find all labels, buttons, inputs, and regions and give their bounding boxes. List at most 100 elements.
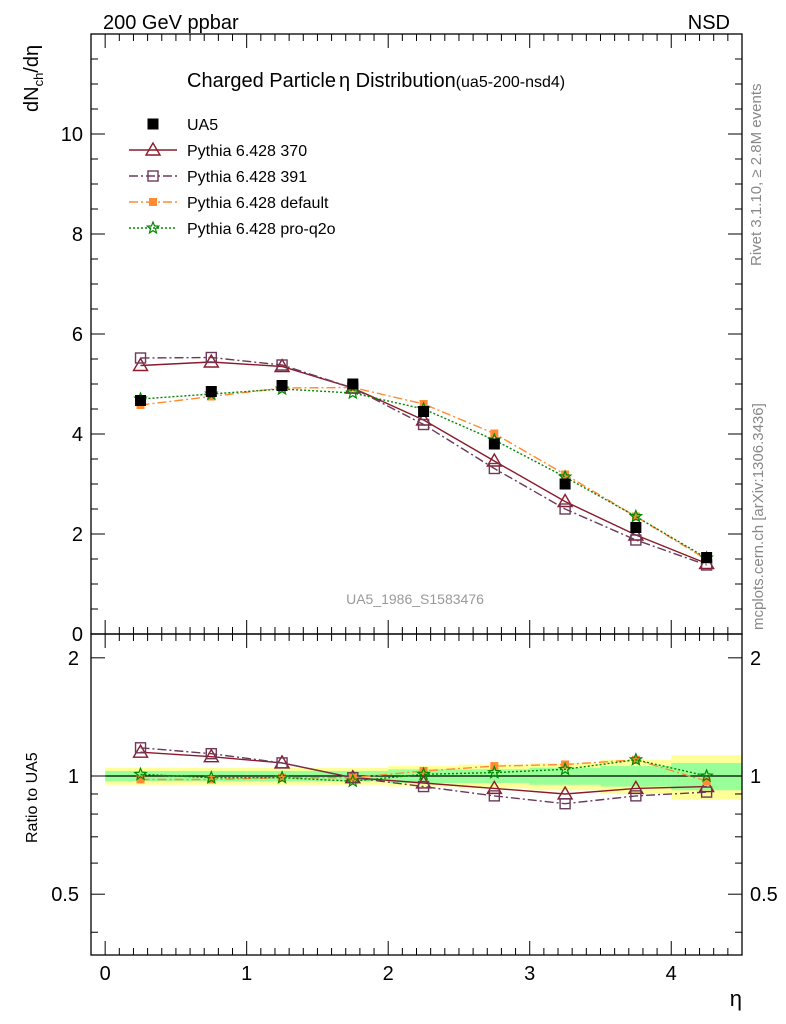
ratio-point-p391	[417, 780, 430, 793]
data-point-data	[205, 386, 217, 397]
data-point-data	[701, 552, 713, 563]
x-axis-label: η	[730, 986, 742, 1011]
data-point-p391	[559, 503, 571, 515]
ratio-point-p391	[700, 786, 713, 798]
y-tick-label-bottom-left: 1	[68, 766, 79, 788]
ratio-point-pq2o	[416, 766, 431, 781]
y-tick-label-bottom-left: 0.5	[51, 884, 79, 906]
y-tick-label-bottom-right: 2	[750, 648, 761, 670]
legend-label-pdefault: Pythia 6.428 default	[187, 195, 329, 212]
ratio-point-pdefault	[136, 775, 145, 784]
ratio-point-p370	[486, 779, 503, 795]
ratio-point-p391	[276, 757, 288, 769]
ratio-line-pq2o	[140, 759, 707, 782]
process-label: NSD	[688, 12, 730, 34]
ratio-point-pq2o	[274, 770, 290, 784]
ratio-panel: 0.5 0.5 1 1 2 2 0 1 2 3 4	[51, 633, 778, 985]
y-tick-label-bottom-right: 0.5	[750, 884, 778, 906]
data-point-p391	[630, 534, 642, 546]
y-tick-label-top: 0	[72, 624, 83, 646]
y-tick-label-bottom-right: 1	[750, 766, 761, 788]
data-point-data	[559, 478, 571, 490]
chart-title: Charged Particle η Distribution(ua5-200-n…	[187, 70, 565, 92]
ratio-point-pq2o	[487, 764, 502, 779]
ratio-point-p370	[132, 743, 149, 758]
ratio-point-p391	[134, 742, 147, 754]
data-point-p391	[276, 359, 288, 371]
y-tick-label-top: 10	[61, 124, 83, 146]
ratio-point-pq2o	[345, 773, 361, 788]
data-point-p391	[417, 418, 430, 431]
data-point-p391	[488, 462, 501, 475]
legend-marker-data	[147, 118, 159, 130]
series-line-p391	[140, 356, 707, 566]
ratio-point-pdefault	[348, 773, 357, 782]
data-point-data	[418, 406, 430, 417]
legend-label-pq2o: Pythia 6.428 pro-q2o	[187, 221, 336, 238]
ratio-point-pdefault	[702, 777, 711, 786]
legend-item-data: UA5	[147, 117, 218, 134]
data-point-p370	[627, 526, 645, 541]
ratio-point-p391	[488, 790, 501, 802]
legend-marker-pq2o	[145, 220, 161, 235]
data-point-p370	[556, 493, 574, 508]
ratio-point-pq2o	[133, 766, 148, 781]
legend-item-pdefault: Pythia 6.428 default	[129, 195, 329, 212]
data-point-p391	[134, 352, 147, 364]
ratio-panel-frame	[90, 633, 743, 956]
data-point-pdefault	[561, 470, 570, 479]
data-point-p370	[273, 358, 291, 373]
y-tick-label-bottom-left: 2	[68, 648, 79, 670]
data-point-data	[630, 522, 642, 533]
data-point-p370	[132, 357, 149, 372]
legend-marker-p391	[147, 170, 159, 182]
data-point-data	[276, 380, 288, 391]
legend-item-pq2o: Pythia 6.428 pro-q2o	[129, 220, 336, 238]
ratio-point-p391	[559, 798, 571, 810]
data-point-data	[347, 378, 359, 390]
ratio-point-pq2o	[628, 752, 644, 766]
y-axis-label-top: dNch/dη	[21, 45, 46, 112]
y-tick-label-top: 2	[72, 524, 83, 546]
x-tick-label: 4	[666, 963, 677, 985]
ratio-line-pdefault	[140, 759, 707, 782]
ratio-point-p370	[698, 778, 715, 793]
series-line-pdefault	[140, 386, 707, 561]
y-axis-label-bottom: Ratio to UA5	[24, 752, 41, 843]
x-tick-label: 0	[100, 963, 111, 985]
ratio-point-p370	[203, 748, 220, 763]
legend-item-p391: Pythia 6.428 391	[129, 169, 307, 186]
legend-label-p370: Pythia 6.428 370	[187, 143, 307, 160]
y-tick-label-top: 4	[72, 424, 83, 446]
energy-label: 200 GeV ppbar	[103, 12, 239, 34]
legend: UA5 Pythia 6.428 370 Pythia 6.428 391 Pythi…	[129, 117, 336, 238]
series-p391	[134, 351, 713, 571]
ratio-point-p391	[205, 747, 217, 760]
x-tick-label: 3	[524, 963, 535, 985]
ratio-point-pdefault	[419, 766, 428, 775]
main-panel: 0 2 4 6 8 10 Charged Particle η Distribution(u…	[61, 33, 743, 646]
ratio-point-p370	[627, 779, 645, 795]
legend-label-p391: Pythia 6.428 391	[187, 169, 307, 186]
data-point-data	[135, 395, 147, 406]
ratio-point-pdefault	[207, 775, 216, 784]
y-tick-label-top: 8	[72, 224, 83, 246]
data-point-p370	[486, 452, 503, 467]
legend-label-data: UA5	[187, 117, 218, 134]
x-tick-label: 2	[383, 963, 394, 985]
data-point-pq2o	[345, 385, 361, 400]
ratio-series-p391	[134, 742, 713, 810]
data-point-p391	[205, 351, 217, 364]
mcplots-credit-label: mcplots.cern.ch [arXiv:1306.3436]	[750, 403, 767, 630]
data-point-p370	[203, 353, 220, 368]
legend-marker-pdefault	[149, 198, 157, 206]
analysis-watermark: UA5_1986_S1583476	[346, 591, 484, 607]
ratio-line-p391	[140, 747, 707, 805]
rivet-version-label: Rivet 3.1.10, ≥ 2.8M events	[748, 84, 765, 267]
ratio-point-pq2o	[557, 761, 573, 776]
series-data	[135, 378, 713, 563]
data-point-pq2o	[628, 508, 644, 523]
data-point-data	[488, 438, 500, 450]
legend-marker-p370	[144, 141, 162, 156]
